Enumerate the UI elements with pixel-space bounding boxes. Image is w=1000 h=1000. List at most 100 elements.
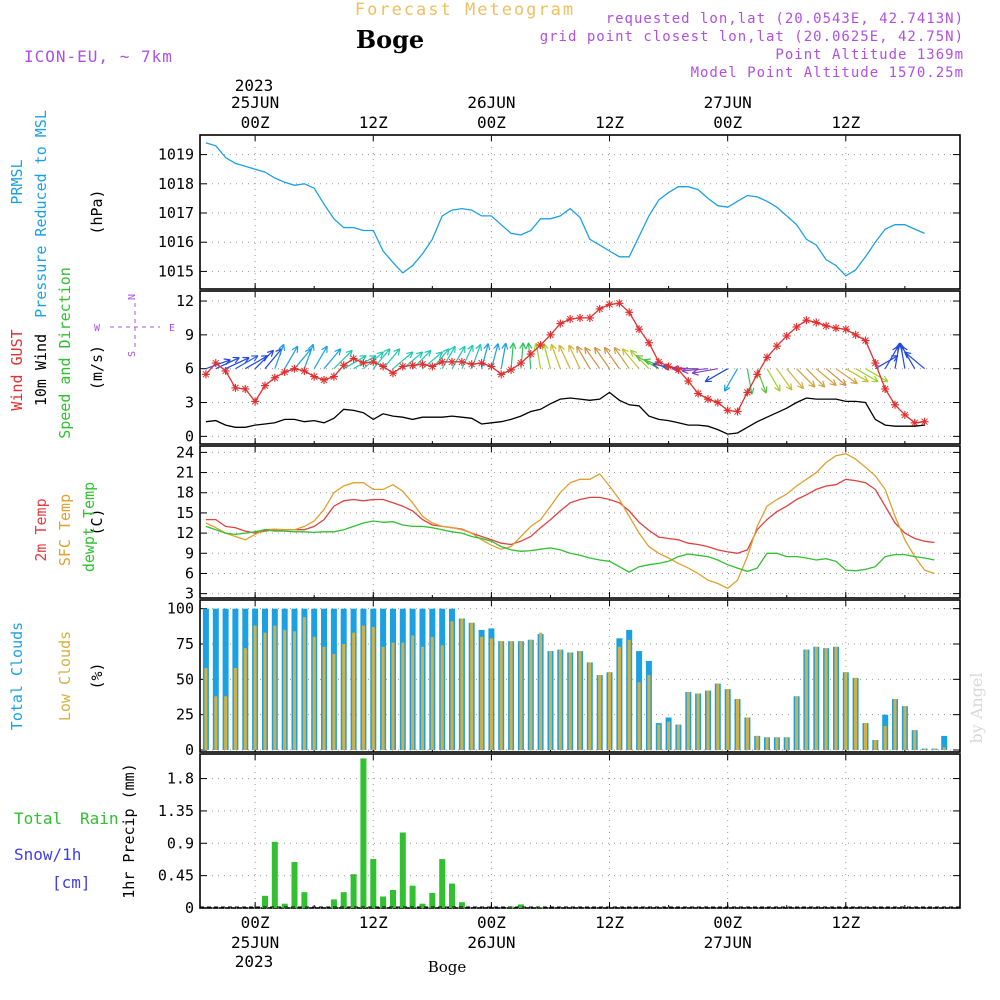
gust-marker-stroke bbox=[606, 301, 613, 308]
wind-arrow bbox=[235, 355, 259, 370]
gust-marker bbox=[516, 359, 525, 368]
panel-wind: 0 3 6 9 12 (m/s) bbox=[88, 290, 961, 445]
precip-total-label: Total bbox=[14, 809, 62, 828]
wind-arrow-shaft bbox=[865, 368, 889, 383]
bottom-hour-label: 12Z bbox=[831, 913, 860, 932]
precip-rain-label: Rain bbox=[80, 809, 119, 828]
wind-arrow-shaft bbox=[692, 368, 718, 374]
y-tick-label: 15 bbox=[176, 504, 194, 522]
low-cloud-bar bbox=[804, 649, 808, 750]
wind-arrow-head bbox=[622, 348, 629, 352]
gust-marker-stroke bbox=[350, 355, 357, 362]
gust-marker-stroke bbox=[517, 359, 525, 367]
gust-marker-stroke bbox=[773, 342, 781, 350]
gust-marker-stroke bbox=[497, 370, 505, 378]
precip-bar bbox=[281, 903, 288, 908]
gust-marker-stroke bbox=[340, 361, 348, 369]
series-line-sfc-temp bbox=[205, 453, 935, 590]
wind-arrow-head bbox=[692, 372, 699, 376]
wind-arrow bbox=[313, 345, 328, 369]
wind-arrow-head bbox=[853, 377, 858, 384]
requested-lonlat: requested lon,lat (20.0543E, 42.7413N) bbox=[606, 11, 964, 27]
gust-marker bbox=[290, 364, 299, 373]
wind-arrow-shaft bbox=[323, 348, 342, 370]
y-tick-label: 18 bbox=[176, 484, 194, 502]
precip-bar bbox=[399, 832, 406, 908]
meteogram-title: Forecast Meteogram bbox=[355, 0, 575, 20]
precip-bar bbox=[370, 859, 377, 908]
wind-arrow bbox=[901, 345, 916, 369]
gust-marker bbox=[320, 375, 329, 384]
low-cloud-bar bbox=[273, 625, 277, 750]
gust-marker bbox=[388, 369, 397, 378]
wind-arrow-head bbox=[493, 343, 499, 349]
y-tick-label: 1019 bbox=[158, 146, 194, 164]
gust-marker-stroke bbox=[428, 363, 436, 370]
gust-marker bbox=[329, 372, 338, 381]
y-axis-label: (m/s) bbox=[88, 345, 106, 390]
wind-arrow-head bbox=[576, 345, 583, 351]
wind-arrow-shaft bbox=[723, 368, 739, 392]
gust-marker-stroke bbox=[753, 370, 761, 378]
gust-marker-stroke bbox=[478, 359, 485, 367]
wind-arrow-shaft bbox=[594, 347, 611, 370]
gust-marker-stroke bbox=[704, 395, 712, 403]
wind-arrow-shaft bbox=[568, 344, 581, 369]
bottom-hour-label: 00Z bbox=[241, 913, 270, 932]
low-cloud-bar bbox=[637, 682, 641, 750]
y-tick-label: 12 bbox=[176, 524, 194, 542]
temp-sfc-title: SFC Temp bbox=[56, 494, 74, 566]
y-tick-label: 3 bbox=[185, 585, 194, 603]
gust-marker-stroke bbox=[537, 341, 544, 349]
top-hour-label: 00Z bbox=[241, 113, 270, 132]
low-cloud-bar bbox=[312, 636, 316, 750]
top-date-label: 26JUN bbox=[467, 93, 515, 112]
low-cloud-bar bbox=[253, 625, 257, 750]
gust-marker bbox=[507, 365, 516, 374]
wind-arrow-head bbox=[409, 351, 414, 359]
precip-bar bbox=[390, 890, 396, 908]
low-cloud-bar bbox=[647, 675, 651, 750]
wind-arrow-shaft bbox=[875, 355, 899, 370]
gust-marker bbox=[684, 377, 693, 386]
y-axis-label: (C) bbox=[88, 508, 106, 535]
y-axis-label: (hPa) bbox=[88, 189, 106, 234]
wind-arrow-head bbox=[509, 342, 514, 349]
y-tick-label: 25 bbox=[176, 706, 194, 724]
wind-arrow-head bbox=[774, 387, 781, 392]
gust-marker-stroke bbox=[832, 324, 840, 332]
gust-marker bbox=[674, 365, 683, 374]
top-hour-label: 12Z bbox=[595, 113, 624, 132]
precip-bar bbox=[262, 895, 268, 908]
gust-marker-stroke bbox=[369, 358, 377, 366]
wind-arrow-shaft bbox=[682, 368, 709, 372]
gust-marker-stroke bbox=[881, 385, 889, 393]
gust-marker-stroke bbox=[468, 360, 476, 368]
wind-compass-icon: W E N S bbox=[94, 294, 175, 357]
gust-marker bbox=[349, 354, 358, 363]
gust-marker bbox=[379, 362, 388, 371]
wind-arrow-head bbox=[442, 348, 450, 352]
wind-arrow-head bbox=[383, 348, 391, 352]
bottom-hour-label: 00Z bbox=[713, 913, 742, 932]
wind-arrow-shaft bbox=[558, 344, 571, 369]
wind-arrow-shaft bbox=[884, 345, 899, 369]
gust-marker-stroke bbox=[458, 358, 466, 366]
precip-bar bbox=[409, 885, 416, 908]
wind-arrow-head bbox=[895, 342, 901, 349]
gust-marker bbox=[408, 361, 417, 370]
wind-arrow-head bbox=[304, 348, 312, 352]
wind-arrow-shaft bbox=[845, 368, 869, 383]
wind-arrow-shaft bbox=[490, 343, 499, 369]
wind-arrow-head bbox=[535, 342, 541, 349]
wind-arrow-head bbox=[613, 347, 616, 355]
wind-arrow-head bbox=[275, 348, 282, 352]
gust-marker bbox=[920, 417, 929, 426]
gust-marker bbox=[418, 360, 427, 369]
gust-marker bbox=[792, 322, 801, 331]
gust-marker bbox=[221, 366, 230, 375]
wind-arrow-shaft bbox=[313, 345, 328, 369]
low-cloud-bar bbox=[864, 723, 867, 750]
wind-arrow-head bbox=[380, 351, 384, 359]
